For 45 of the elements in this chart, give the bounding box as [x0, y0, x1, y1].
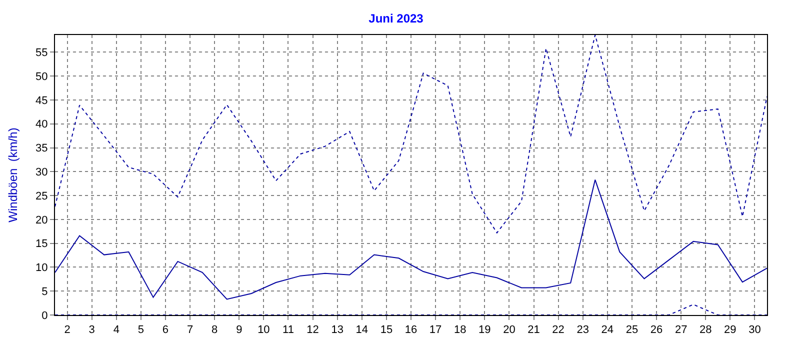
y-tick-label: 35	[36, 142, 48, 155]
x-tick-label: 15	[380, 324, 393, 336]
x-tick-label: 28	[699, 324, 712, 336]
x-tick-label: 19	[478, 324, 491, 336]
x-tick-label: 30	[748, 324, 761, 336]
chart-title: Juni 2023	[368, 11, 424, 26]
x-tick-label: 3	[88, 324, 95, 336]
x-tick-label: 12	[306, 324, 319, 336]
line-series	[55, 35, 767, 234]
x-tick-label: 16	[404, 324, 418, 336]
x-tick-label: 26	[650, 324, 663, 336]
x-tick-label: 14	[356, 324, 368, 336]
x-tick-label: 23	[576, 324, 589, 336]
y-tick-label: 55	[36, 47, 48, 60]
y-axis-title: Windböen (km/h)	[6, 128, 20, 222]
x-tick-label: 9	[236, 324, 242, 336]
x-tick-label: 18	[454, 324, 466, 336]
x-tick-label: 2	[64, 324, 70, 336]
y-tick-label: 45	[36, 94, 48, 107]
x-tick-label: 22	[552, 324, 564, 336]
x-tick-label: 20	[503, 324, 516, 336]
x-tick-label: 13	[331, 324, 344, 336]
y-tick-label: 5	[42, 286, 48, 298]
x-tick-label: 8	[212, 324, 218, 336]
line-series	[55, 179, 767, 300]
x-tick-label: 5	[138, 324, 144, 336]
y-tick-label: 15	[36, 238, 48, 250]
x-tick-label: 6	[162, 324, 169, 336]
x-tick-label: 29	[724, 324, 736, 336]
y-tick-label: 50	[36, 70, 48, 83]
y-tick-label: 30	[36, 166, 48, 179]
y-tick-label: 25	[36, 190, 48, 202]
x-tick-label: 7	[186, 324, 194, 336]
y-tick-label: 40	[36, 118, 48, 131]
x-tick-label: 21	[528, 324, 540, 336]
x-tick-label: 4	[113, 324, 120, 336]
x-tick-label: 25	[626, 324, 638, 336]
y-tick-label: 0	[42, 310, 48, 322]
x-tick-label: 17	[429, 324, 442, 336]
x-tick-label: 10	[258, 324, 270, 336]
y-tick-label: 20	[36, 214, 48, 226]
y-tick-label: 10	[36, 262, 48, 274]
x-tick-label: 24	[601, 324, 614, 336]
x-tick-label: 11	[282, 324, 294, 336]
x-tick-label: 27	[674, 324, 688, 336]
